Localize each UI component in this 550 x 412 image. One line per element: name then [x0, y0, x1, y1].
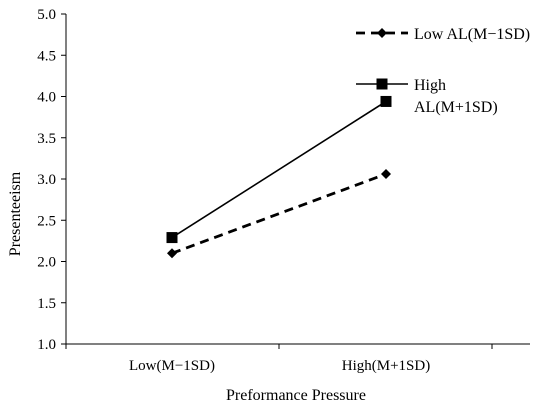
series-line [171, 100, 387, 239]
x-axis-title: Preformance Pressure [226, 387, 366, 404]
series-line [171, 172, 387, 255]
series-low-al [167, 169, 391, 259]
legend: Low AL(M−1SD) High AL(M+1SD) [356, 26, 530, 116]
axes: 1.0 1.5 2.0 2.5 3.0 3.5 4.0 4.5 5.0 Low(M−1SD) Hig… [37, 7, 530, 374]
y-tick-label: 1.0 [37, 337, 56, 353]
data-point [167, 248, 177, 259]
data-point [380, 95, 392, 107]
data-point [381, 169, 391, 180]
y-tick-label: 2.5 [37, 213, 56, 229]
legend-item: Low AL(M−1SD) [356, 26, 530, 43]
y-tick-label: 3.5 [37, 131, 56, 147]
legend-item: High AL(M+1SD) [356, 77, 498, 116]
legend-label: High [414, 77, 446, 94]
y-tick-label: 5.0 [37, 7, 56, 23]
series-high-al [166, 95, 392, 244]
x-tick-label: Low(M−1SD) [129, 358, 215, 374]
x-tick-label: High(M+1SD) [342, 358, 430, 374]
y-tick-label: 2.0 [37, 255, 56, 271]
y-tick-label: 4.5 [37, 48, 56, 64]
legend-label: Low AL(M−1SD) [414, 26, 530, 43]
series-group [166, 95, 392, 259]
y-axis-title: Presenteeism [7, 171, 24, 256]
y-tick-label: 1.5 [37, 296, 56, 312]
y-tick-label: 3.0 [37, 172, 56, 188]
legend-marker [376, 78, 388, 90]
legend-marker [377, 28, 387, 38]
data-point [166, 232, 178, 244]
y-tick-label: 4.0 [37, 90, 56, 106]
legend-label: AL(M+1SD) [414, 99, 498, 116]
